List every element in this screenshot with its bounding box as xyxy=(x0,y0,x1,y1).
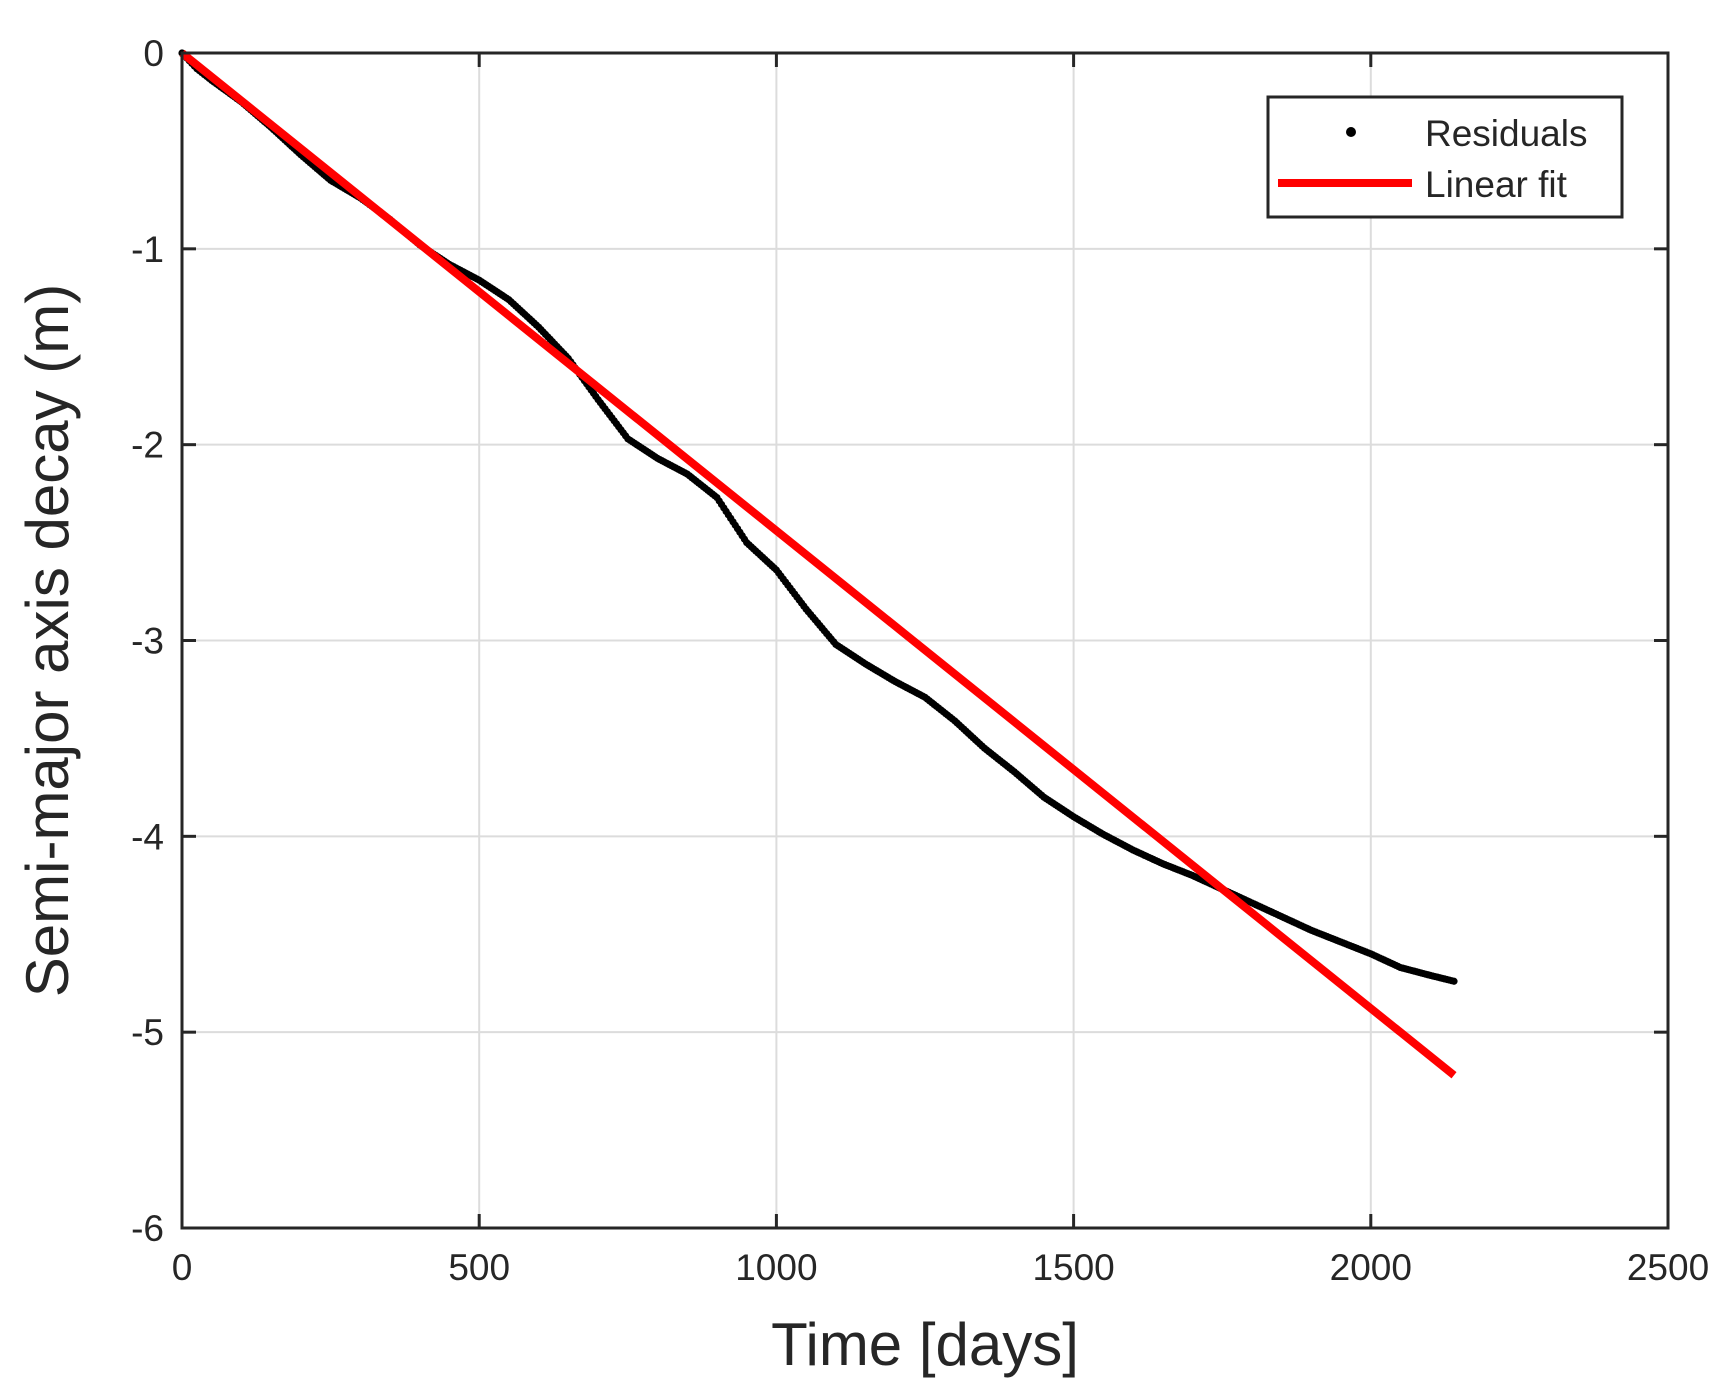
legend-label-fit: Linear fit xyxy=(1425,164,1568,205)
axis-ticks xyxy=(180,51,1670,1230)
y-tick-label: -1 xyxy=(131,229,164,270)
x-tick-label: 2000 xyxy=(1330,1247,1412,1288)
legend-marker-residuals xyxy=(1346,127,1356,137)
linear-fit-line xyxy=(179,49,1457,1079)
y-tick-label: -2 xyxy=(131,425,164,466)
plot-area xyxy=(178,49,1458,1079)
y-tick-label: -3 xyxy=(131,621,164,662)
y-axis-label: Semi-major axis decay (m) xyxy=(14,284,81,997)
residual-point xyxy=(1450,977,1458,985)
x-tick-label: 500 xyxy=(448,1247,510,1288)
x-tick-label: 2500 xyxy=(1627,1247,1709,1288)
y-tick-label: -4 xyxy=(131,816,164,857)
y-tick-label: 0 xyxy=(143,33,164,74)
legend-label-residuals: Residuals xyxy=(1425,113,1587,154)
x-tick-label: 1000 xyxy=(735,1247,817,1288)
x-tick-label: 1500 xyxy=(1032,1247,1114,1288)
x-axis-label: Time [days] xyxy=(771,1311,1079,1378)
y-tick-label: -6 xyxy=(131,1208,164,1249)
tick-labels: 0 500 1000 1500 2000 2500 -6 -5 -4 -3 -2 -1 0 xyxy=(131,33,1709,1288)
y-tick-label: -5 xyxy=(131,1012,164,1053)
legend-box xyxy=(1266,95,1624,219)
x-tick-label: 0 xyxy=(172,1247,193,1288)
legend: Residuals Linear fit xyxy=(1266,95,1624,219)
